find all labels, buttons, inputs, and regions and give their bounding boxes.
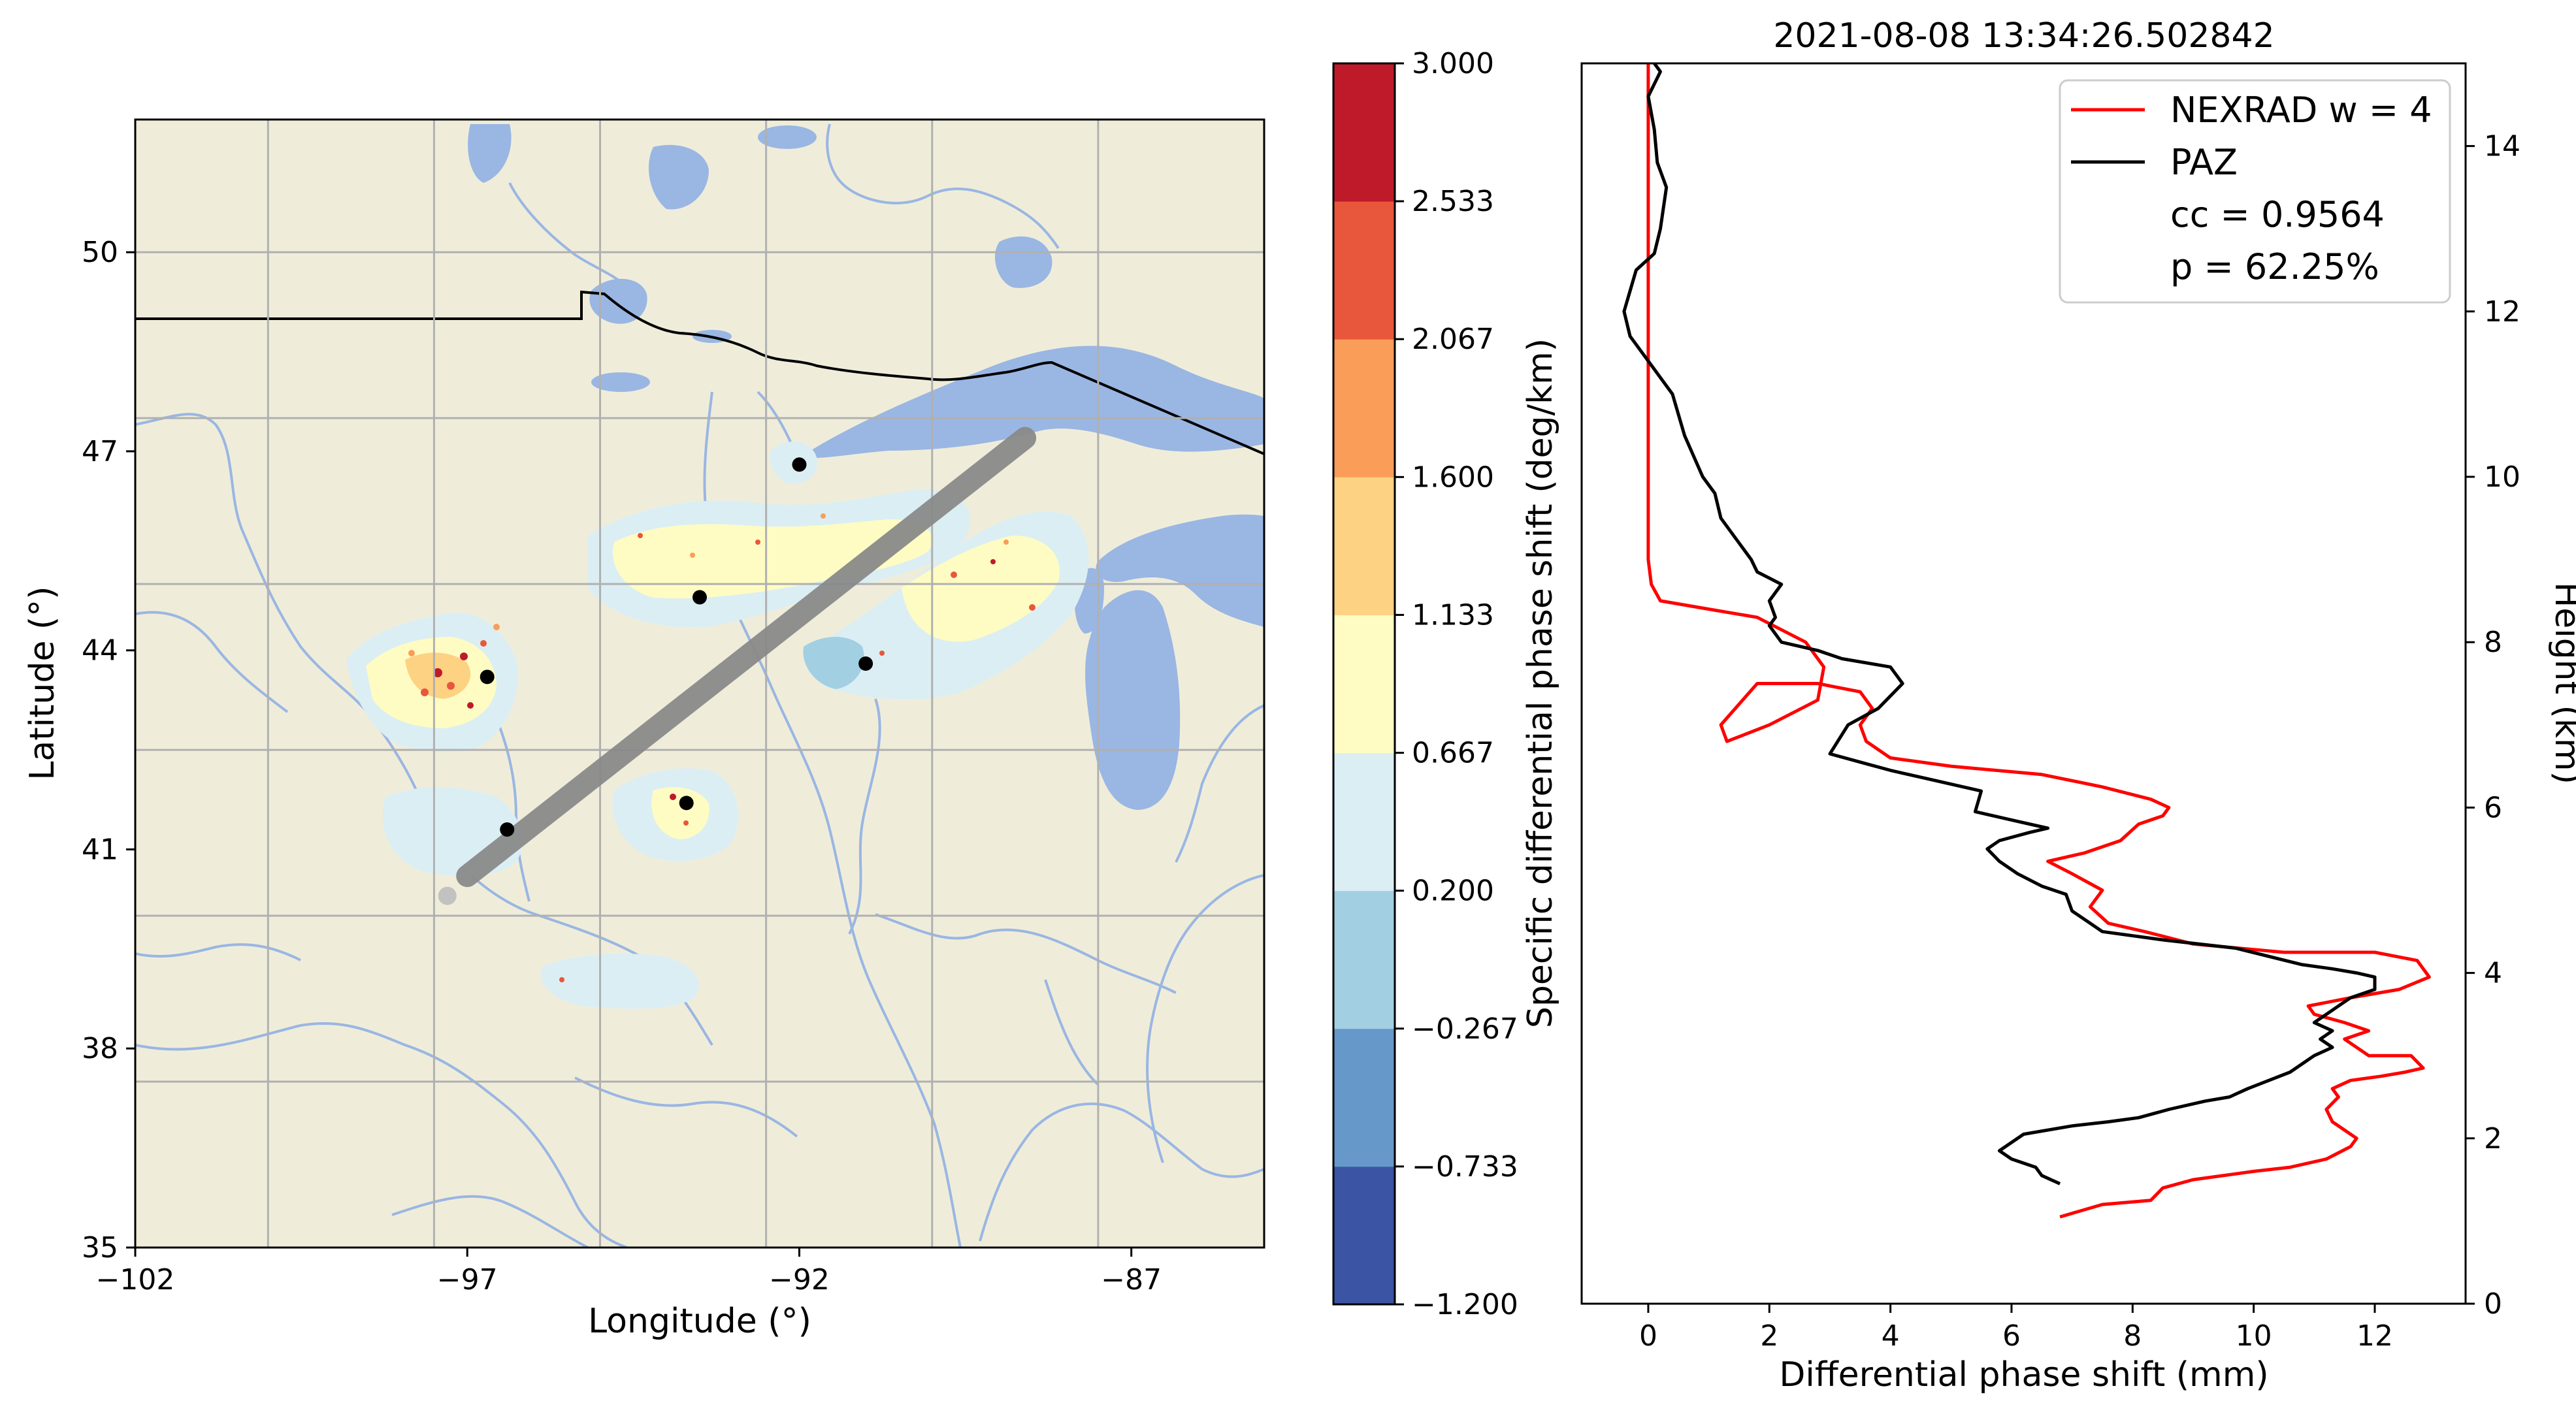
- profile-ytick-label: 4: [2484, 957, 2502, 990]
- legend-cc: cc = 0.9564: [2170, 194, 2385, 235]
- radar-field: [346, 442, 1089, 1009]
- profile-xtick-label: 2: [1760, 1319, 1778, 1353]
- map-xlabel: Longitude (°): [588, 1302, 811, 1341]
- map-grid: [135, 120, 1264, 1248]
- radar-field-wi-core: [902, 536, 1060, 642]
- legend-p: p = 62.25%: [2170, 246, 2379, 287]
- legend-label-nexrad: NEXRAD w = 4: [2170, 89, 2432, 131]
- radar-station-marker: [693, 590, 707, 605]
- lake-superior: [800, 346, 1264, 459]
- radar-station-marker: [480, 669, 495, 685]
- colorbar-band: [1333, 477, 1395, 615]
- profile-ytick-label: 14: [2484, 130, 2520, 163]
- profile-title: 2021-08-08 13:34:26.502842: [1773, 16, 2274, 56]
- colorbar-band: [1333, 752, 1395, 892]
- colorbar-tick-label: 0.200: [1412, 875, 1494, 908]
- colorbar-band: [1333, 63, 1395, 202]
- profile-ytick-label: 12: [2484, 295, 2520, 329]
- legend-label-paz: PAZ: [2170, 142, 2238, 183]
- profile-xtick-label: 0: [1639, 1319, 1657, 1353]
- radar-field-ia-core: [651, 787, 709, 839]
- colorbar-band: [1333, 890, 1395, 1029]
- colorbar-tick-label: −0.267: [1412, 1012, 1518, 1046]
- lake-of-the-woods: [589, 278, 647, 324]
- colorbar-label: Specific differential phase shift (deg/k…: [1521, 338, 1560, 1028]
- profile-ytick-label: 8: [2484, 626, 2502, 659]
- profile-xtick-label: 12: [2356, 1319, 2393, 1353]
- radar-station-marker: [500, 822, 515, 837]
- map-ytick-label: 50: [82, 236, 118, 269]
- radar-station-marker: [679, 796, 694, 811]
- track-faded-point: [438, 886, 457, 905]
- map-ytick-label: 41: [82, 833, 118, 866]
- map-ticks: −102 −97 −92 −87 35 38 41 44 47 50: [82, 236, 1162, 1297]
- colorbar-tick-label: 2.067: [1412, 323, 1494, 356]
- profile-panel: 2021-08-08 13:34:26.502842 0 2 4 6 8 10 12 0 2 4 6…: [1580, 16, 2576, 1394]
- map-ytick-label: 35: [82, 1231, 118, 1265]
- map-ytick-label: 44: [82, 634, 118, 668]
- colorbar: −1.200 −0.733 −0.267 0.200 0.667 1.133 1.600 2.…: [1332, 47, 1560, 1321]
- colorbar-tick-label: 2.533: [1412, 185, 1494, 218]
- profile-series: [1622, 63, 2431, 1219]
- colorbar-tick-label: 0.667: [1412, 737, 1494, 770]
- colorbar-band: [1333, 1166, 1395, 1305]
- radar-station-marker: [792, 457, 807, 472]
- colorbar-band: [1333, 1028, 1395, 1167]
- lake-huron: [1096, 514, 1264, 627]
- profile-xtick-label: 4: [1882, 1319, 1900, 1353]
- map-features: [135, 120, 1264, 1248]
- lake-michigan: [1085, 590, 1181, 810]
- radar-stations: [480, 457, 873, 837]
- lake-lac-seul: [758, 125, 817, 149]
- profile-ylabel: Height (km): [2547, 582, 2576, 784]
- profile-frame: [1580, 62, 2467, 1305]
- radar-field-ks: [540, 954, 699, 1009]
- colorbar-frame: [1332, 62, 1396, 1306]
- colorbar-tick-label: 1.133: [1412, 598, 1494, 632]
- map-frame: [134, 118, 1265, 1249]
- series-line-nexrad: [1646, 63, 2431, 1219]
- map-xtick-label: −87: [1101, 1263, 1162, 1297]
- radar-hotspots: [408, 513, 1035, 982]
- colorbar-band: [1333, 339, 1395, 477]
- colorbar-tick-label: −1.200: [1412, 1288, 1518, 1321]
- profile-xtick-label: 6: [2002, 1319, 2021, 1353]
- colorbar-tick-label: −0.733: [1412, 1150, 1518, 1184]
- profile-ytick-label: 0: [2484, 1287, 2502, 1321]
- profile-ytick-label: 2: [2484, 1122, 2502, 1155]
- colorbar-tick-label: 1.600: [1412, 460, 1494, 494]
- lake-red: [591, 372, 650, 392]
- profile-xtick-label: 8: [2123, 1319, 2142, 1353]
- profile-ytick-label: 6: [2484, 791, 2502, 824]
- lake-ontario-north: [648, 144, 709, 210]
- profile-xlabel: Differential phase shift (mm): [1779, 1355, 2268, 1394]
- colorbar-ticks: −1.200 −0.733 −0.267 0.200 0.667 1.133 1.600 2.…: [1395, 47, 1518, 1321]
- series-line-paz: [1622, 63, 2377, 1185]
- colorbar-bands: [1333, 63, 1395, 1305]
- map-xtick-label: −97: [437, 1263, 498, 1297]
- satellite-track: [456, 427, 1037, 888]
- map-ytick-label: 38: [82, 1032, 118, 1065]
- radar-station-marker: [858, 656, 873, 671]
- radar-field-wi-blue: [803, 637, 864, 689]
- lake-nipigon: [994, 236, 1052, 288]
- map-ylabel: Latitude (°): [23, 586, 62, 780]
- profile-xtick-label: 10: [2236, 1319, 2272, 1353]
- international-border: [135, 290, 1264, 455]
- legend-frame: [2059, 79, 2451, 304]
- colorbar-band: [1333, 615, 1395, 754]
- map-xtick-label: −102: [96, 1263, 175, 1297]
- colorbar-tick-label: 3.000: [1412, 47, 1494, 80]
- legend: NEXRAD w = 4 PAZ cc = 0.9564 p = 62.25%: [2059, 79, 2451, 304]
- profile-ytick-label: 10: [2484, 460, 2520, 494]
- lake-winnipeg: [468, 124, 512, 183]
- map-xtick-label: −92: [769, 1263, 830, 1297]
- profile-ticks: 0 2 4 6 8 10 12 0 2 4 6 8 10 12 14: [1639, 130, 2520, 1353]
- map-ytick-label: 47: [82, 435, 118, 468]
- colorbar-band: [1333, 201, 1395, 340]
- radar-field-mn-core: [613, 519, 933, 599]
